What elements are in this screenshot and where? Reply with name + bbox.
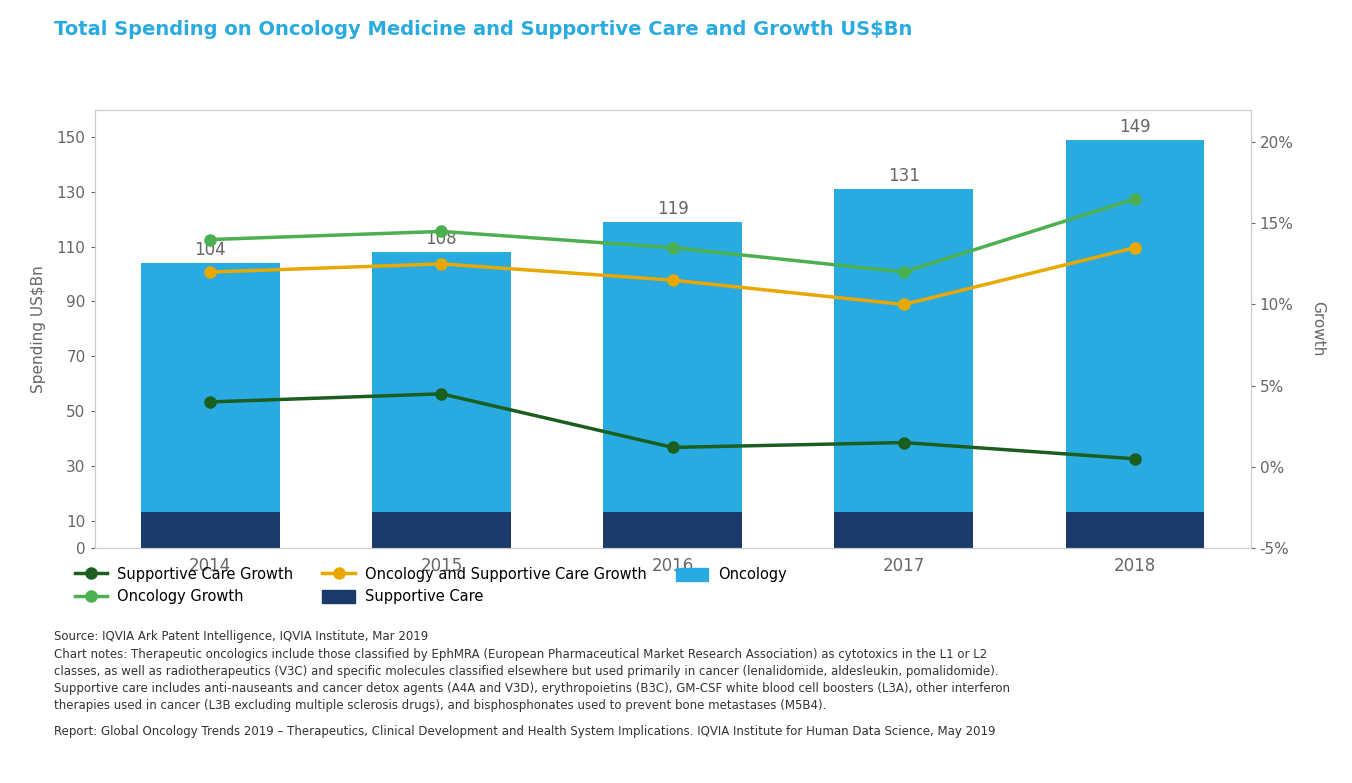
Text: classes, as well as radiotherapeutics (V3C) and specific molecules classified el: classes, as well as radiotherapeutics (V…: [54, 665, 999, 678]
Y-axis label: Spending US$Bn: Spending US$Bn: [31, 265, 46, 393]
Text: Supportive care includes anti-nauseants and cancer detox agents (A4A and V3D), e: Supportive care includes anti-nauseants …: [54, 682, 1010, 695]
Text: Total Spending on Oncology Medicine and Supportive Care and Growth US$Bn: Total Spending on Oncology Medicine and …: [54, 20, 913, 38]
Text: therapies used in cancer (L3B excluding multiple sclerosis drugs), and bisphosph: therapies used in cancer (L3B excluding …: [54, 699, 826, 713]
Bar: [834, 189, 973, 512]
Bar: [372, 252, 511, 512]
Text: Source: IQVIA Ark Patent Intelligence, IQVIA Institute, Mar 2019: Source: IQVIA Ark Patent Intelligence, I…: [54, 630, 429, 644]
Bar: [141, 263, 280, 512]
Text: Report: Global Oncology Trends 2019 – Therapeutics, Clinical Development and Hea: Report: Global Oncology Trends 2019 – Th…: [54, 725, 995, 738]
Bar: [834, 512, 973, 548]
Bar: [372, 512, 511, 548]
Bar: [141, 512, 280, 548]
Text: 108: 108: [426, 230, 457, 248]
Bar: [603, 512, 742, 548]
Text: 104: 104: [195, 241, 226, 259]
Text: Chart notes: Therapeutic oncologics include those classified by EphMRA (European: Chart notes: Therapeutic oncologics incl…: [54, 648, 987, 661]
Text: 131: 131: [888, 167, 919, 185]
Y-axis label: Growth: Growth: [1310, 301, 1325, 356]
Text: 119: 119: [657, 200, 688, 218]
Text: 149: 149: [1119, 117, 1151, 135]
Legend: Supportive Care Growth, Oncology Growth, Oncology and Supportive Care Growth, Su: Supportive Care Growth, Oncology Growth,…: [74, 567, 787, 604]
Bar: [603, 222, 742, 512]
Bar: [1065, 512, 1205, 548]
Bar: [1065, 139, 1205, 512]
